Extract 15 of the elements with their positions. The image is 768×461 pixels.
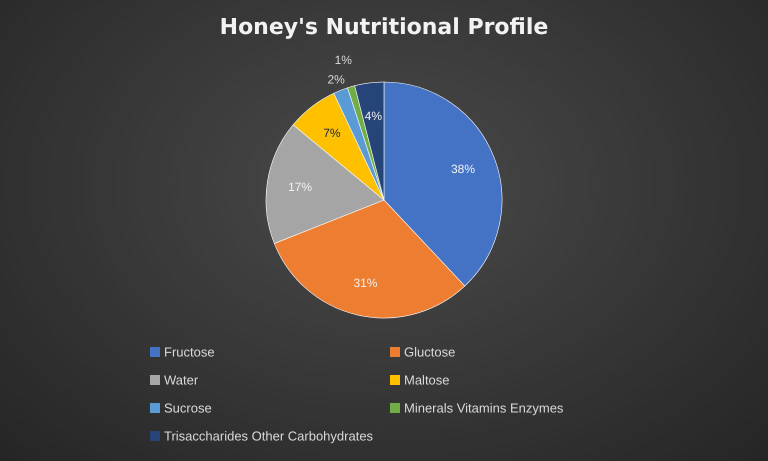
data-label: 7% xyxy=(323,126,341,140)
data-label: 2% xyxy=(327,72,346,86)
data-label: 31% xyxy=(353,276,378,290)
legend-label: Water xyxy=(164,372,199,388)
legend-label: Gluctose xyxy=(404,344,456,360)
legend-label: Sucrose xyxy=(164,400,212,416)
chart-title: Honey's Nutritional Profile xyxy=(220,15,548,40)
legend-label: Fructose xyxy=(164,344,215,360)
data-label: 38% xyxy=(450,162,476,176)
data-label: 4% xyxy=(364,108,382,123)
data-label: 17% xyxy=(288,180,312,194)
legend-label: Maltose xyxy=(404,372,450,388)
data-label: 1% xyxy=(334,52,352,67)
legend-label: Trisaccharides Other Carbohydrates xyxy=(164,428,374,444)
legend-label: Minerals Vitamins Enzymes xyxy=(404,400,564,416)
